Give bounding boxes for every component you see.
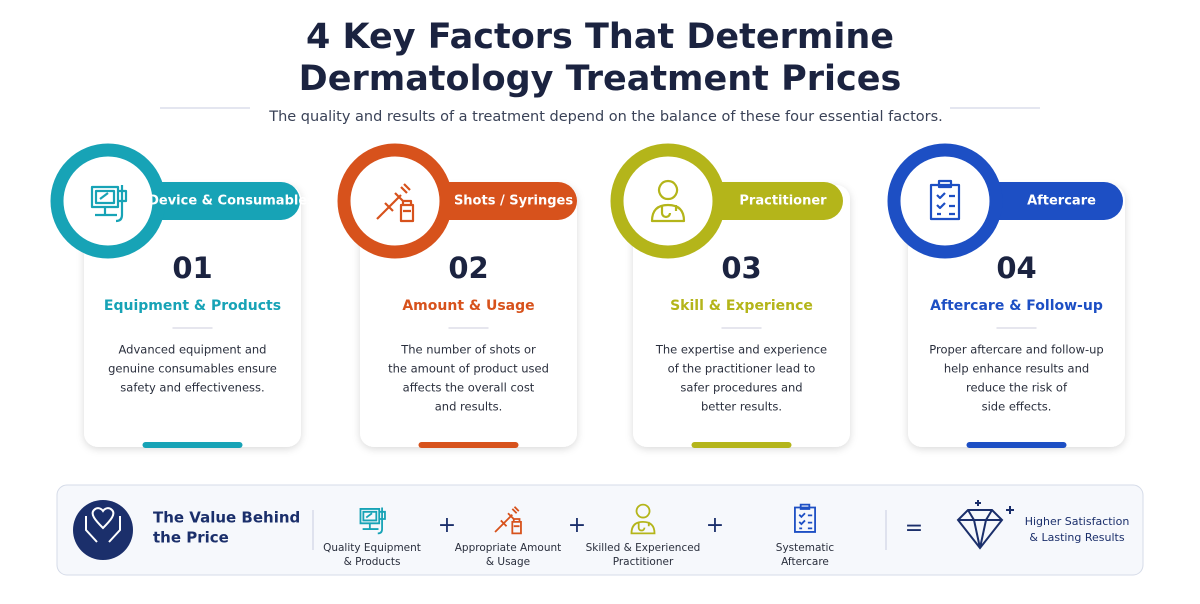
icon-ring: [887, 143, 1003, 259]
summary-label: Systematic: [776, 542, 835, 554]
summary-label: Aftercare: [781, 556, 829, 568]
card-body: help enhance results and: [944, 362, 1089, 376]
card-heading: Amount & Usage: [402, 298, 534, 314]
card-body: The number of shots or: [400, 343, 536, 357]
summary-label: & Usage: [486, 556, 530, 568]
card: [84, 185, 301, 447]
card-body: affects the overall cost: [403, 381, 535, 395]
title: Dermatology Treatment Prices: [299, 59, 902, 99]
tag-label: Practitioner: [739, 194, 827, 209]
summary-label: & Products: [344, 556, 401, 568]
summary-icon: [494, 506, 522, 535]
equals-sign: =: [905, 516, 923, 541]
card-body: better results.: [701, 400, 782, 414]
card-body: safety and effectiveness.: [120, 381, 264, 395]
card-number: 01: [172, 251, 212, 285]
card-body: side effects.: [982, 400, 1052, 414]
summary-label: Skilled & Experienced: [586, 542, 701, 554]
card-body: the amount of product used: [388, 362, 549, 376]
card-body: Advanced equipment and: [119, 343, 267, 357]
summary-title: The Value Behind: [153, 509, 300, 527]
title: 4 Key Factors That Determine: [306, 17, 894, 57]
summary-icon: [794, 503, 816, 533]
heart-hands: [85, 507, 121, 543]
card-body: genuine consumables ensure: [108, 362, 277, 376]
icon: [650, 179, 686, 223]
card-heading: Aftercare & Follow-up: [930, 298, 1103, 314]
card-body: safer procedures and: [680, 381, 802, 395]
card-accent: [966, 442, 1067, 448]
card-accent: [142, 442, 243, 448]
diamond-icon: [956, 500, 1014, 550]
summary-panel: [56, 484, 1144, 576]
summary-icon: [359, 507, 386, 535]
summary-label: Appropriate Amount: [455, 542, 562, 554]
card-body: of the practitioner lead to: [668, 362, 816, 376]
plus-sign: +: [706, 513, 724, 538]
summary-title: the Price: [153, 529, 229, 547]
card-body: and results.: [435, 400, 502, 414]
card-accent: [418, 442, 519, 448]
plus-sign: +: [438, 513, 456, 538]
card-body: The expertise and experience: [655, 343, 827, 357]
plus-sign: +: [568, 513, 586, 538]
heart-icon: [73, 500, 133, 560]
icon: [376, 183, 415, 223]
result-text: & Lasting Results: [1029, 531, 1124, 544]
tag-label: Aftercare: [1027, 194, 1096, 209]
card-heading: Skill & Experience: [670, 298, 813, 314]
card-body: reduce the risk of: [966, 381, 1068, 395]
icon-ring: [610, 143, 726, 259]
tag-label: Device & Consumables: [148, 194, 315, 209]
icon: [90, 185, 128, 223]
summary-label: Practitioner: [613, 556, 674, 568]
card-heading: Equipment & Products: [104, 298, 281, 314]
card-accent: [691, 442, 792, 448]
card-number: 03: [721, 251, 761, 285]
card-number: 02: [448, 251, 488, 285]
icon-ring: [50, 143, 166, 259]
icon: [929, 179, 961, 221]
tag-label: Shots / Syringes: [454, 194, 573, 209]
summary-icon: [630, 503, 656, 535]
card-number: 04: [996, 251, 1036, 285]
card-body: Proper aftercare and follow-up: [929, 343, 1103, 357]
subtitle: The quality and results of a treatment d…: [268, 109, 943, 125]
result-text: Higher Satisfaction: [1025, 515, 1130, 528]
summary-label: Quality Equipment: [323, 542, 421, 554]
